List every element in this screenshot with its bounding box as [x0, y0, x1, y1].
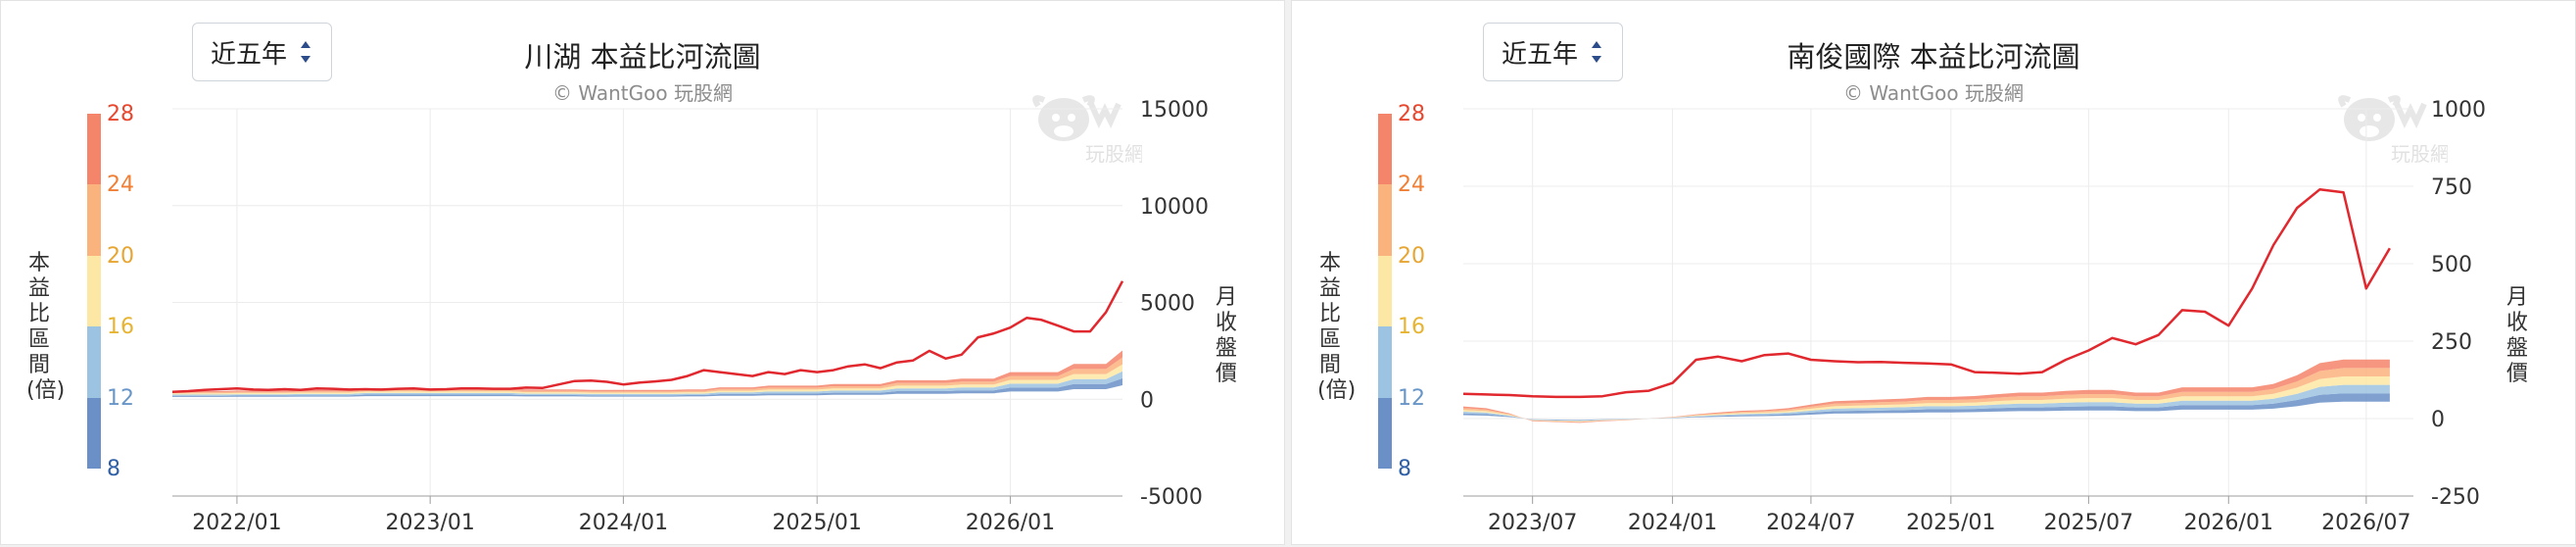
y-tick-label: -5000	[1140, 485, 1203, 510]
pe-scale-swatch	[1378, 397, 1392, 469]
sort-arrows-icon	[301, 41, 310, 63]
pe-scale-label: 24	[107, 173, 134, 197]
x-tick-label: 2026/07	[2321, 511, 2410, 535]
pe-scale-swatch	[1378, 255, 1392, 327]
y-tick-label: 10000	[1140, 195, 1209, 220]
pe-river-chart: -5000 0 5000 10000 15000 2022/01 2023/01 2024/0…	[171, 98, 1209, 535]
chart-title: 川湖 本益比河流圖	[524, 40, 761, 74]
range-select[interactable]: 近五年	[1483, 23, 1623, 81]
pe-scale-swatch	[1378, 184, 1392, 256]
pe-band-area	[1463, 359, 2390, 423]
pe-band-area	[1463, 393, 2390, 421]
x-tick-label: 2025/01	[1906, 511, 1995, 535]
pe-scale-label: 20	[107, 244, 134, 269]
pe-scale-label: 28	[1398, 102, 1425, 126]
pe-scale-label: 28	[107, 102, 134, 126]
pe-scale-label: 8	[107, 457, 120, 481]
x-tick-label: 2025/01	[772, 511, 861, 535]
x-tick-label: 2022/01	[192, 511, 281, 535]
pe-band-area	[1463, 384, 2390, 422]
pe-scale-swatch	[1378, 326, 1392, 398]
sort-arrows-icon	[1592, 41, 1601, 63]
x-tick-label: 2026/01	[966, 511, 1055, 535]
pe-scale-swatch	[87, 114, 101, 185]
y-tick-label: 1000	[2431, 98, 2486, 123]
pe-river-chart: -250 0 250 500 750 1000 2023/07 2024/01 2024/07 2…	[1462, 98, 2486, 535]
y-tick-label: 500	[2431, 253, 2472, 277]
x-tick-label: 2023/01	[385, 511, 474, 535]
pe-band-area	[1463, 376, 2390, 423]
pe-scale-label: 12	[1398, 386, 1425, 411]
pe-scale-swatch	[87, 255, 101, 327]
range-select-label: 近五年	[1502, 39, 1579, 70]
x-tick-label: 2024/07	[1766, 511, 1855, 535]
pe-scale-swatch	[87, 326, 101, 398]
pe-scale-swatch	[87, 184, 101, 256]
x-tick-label: 2025/07	[2044, 511, 2133, 535]
y-left-title: 本益比區間(倍)	[26, 251, 66, 403]
range-select-label: 近五年	[211, 39, 288, 70]
range-select[interactable]: 近五年	[192, 23, 332, 81]
y-right-title: 月收盤價	[1215, 285, 1237, 386]
svg-text:玩股網: 玩股網	[2391, 142, 2448, 166]
pe-scale-swatch	[1378, 114, 1392, 185]
y-tick-label: 0	[2431, 408, 2445, 432]
pe-scale-label: 20	[1398, 244, 1425, 269]
x-tick-label: 2026/01	[2184, 511, 2273, 535]
chart-title: 南俊國際 本益比河流圖	[1787, 40, 2080, 74]
pe-band-area	[1463, 368, 2390, 423]
y-tick-label: -250	[2431, 485, 2480, 510]
y-tick-label: 15000	[1140, 98, 1209, 123]
pe-scale-label: 16	[1398, 315, 1425, 339]
x-tick-label: 2024/01	[1628, 511, 1717, 535]
x-tick-label: 2023/07	[1488, 511, 1577, 535]
pe-color-scale	[1378, 114, 1392, 469]
pe-scale-label: 12	[107, 386, 134, 411]
x-tick-label: 2024/01	[579, 511, 668, 535]
grid	[172, 108, 1122, 497]
chart-subtitle: © WantGoo 玩股網	[1843, 81, 2024, 105]
chart-subtitle: © WantGoo 玩股網	[552, 81, 733, 105]
pe-color-scale	[87, 114, 101, 469]
pe-scale-swatch	[87, 397, 101, 469]
chart-panel: 近五年 南俊國際 本益比河流圖 © WantGoo 玩股網 28 24 20 1…	[1291, 0, 2576, 545]
svg-text:玩股網: 玩股網	[1085, 142, 1142, 166]
price-line	[171, 280, 1124, 393]
pe-scale-label: 16	[107, 315, 134, 339]
y-tick-label: 5000	[1140, 292, 1195, 317]
y-tick-label: 250	[2431, 330, 2472, 355]
chart-panel: 近五年 川湖 本益比河流圖 © WantGoo 玩股網 28 24 20 16 …	[0, 0, 1285, 545]
y-tick-label: 750	[2431, 175, 2472, 200]
grid	[1463, 108, 2413, 497]
price-line	[1462, 187, 2391, 399]
pe-scale-label: 24	[1398, 173, 1425, 197]
y-tick-label: 0	[1140, 388, 1154, 413]
pe-scale-label: 8	[1398, 457, 1411, 481]
y-right-title: 月收盤價	[2505, 285, 2528, 386]
